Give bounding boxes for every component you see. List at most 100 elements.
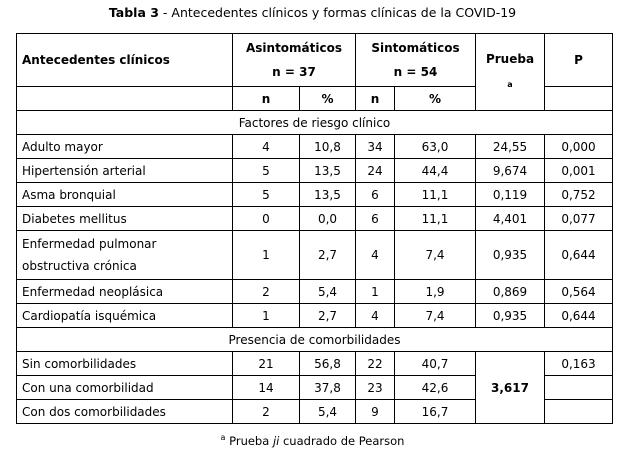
header-asintomaticos-n: n = 37 [272, 65, 316, 79]
sintomaticos-n: 22 [355, 351, 395, 376]
row-label: Asma bronquial [16, 182, 233, 207]
subheader-a-pct: % [299, 86, 356, 111]
footnote-pre: Prueba [225, 433, 273, 448]
sintomaticos-pct: 63,0 [394, 134, 476, 159]
sintomaticos-n: 6 [355, 182, 395, 207]
sintomaticos-pct: 7,4 [394, 230, 476, 280]
sintomaticos-pct: 7,4 [394, 303, 476, 328]
table-row: Con dos comorbilidades 2 5,4 9 16,7 [16, 399, 613, 424]
asintomaticos-n: 0 [232, 206, 300, 231]
sintomaticos-n: 23 [355, 375, 395, 400]
asintomaticos-n: 21 [232, 351, 300, 376]
asintomaticos-pct: 13,5 [299, 182, 356, 207]
header-antecedentes: Antecedentes clínicos [16, 33, 233, 87]
row-label: Enfermedad neoplásica [16, 279, 233, 304]
row-label: Sin comorbilidades [16, 351, 233, 376]
prueba-value: 0,869 [475, 279, 545, 304]
section-label: Factores de riesgo clínico [16, 110, 613, 135]
row-label: Hipertensión arterial [16, 158, 233, 183]
table-row: Enfermedad pulmonar obstructiva crónica 1… [16, 230, 613, 280]
sintomaticos-pct: 11,1 [394, 182, 476, 207]
sintomaticos-pct: 44,4 [394, 158, 476, 183]
footnote-sup: a [220, 433, 226, 442]
sintomaticos-pct: 40,7 [394, 351, 476, 376]
asintomaticos-n: 5 [232, 182, 300, 207]
asintomaticos-pct: 2,7 [299, 303, 356, 328]
p-value [544, 399, 613, 424]
header-p: P [544, 33, 613, 87]
prueba-value: 3,617 [475, 351, 545, 424]
sintomaticos-n: 4 [355, 230, 395, 280]
header-sintomaticos-label: Sintomáticos [371, 41, 460, 55]
sintomaticos-pct: 1,9 [394, 279, 476, 304]
subheader-empty [16, 86, 233, 111]
p-value: 0,163 [544, 351, 613, 376]
table-row: Sin comorbilidades 21 56,8 22 40,7 3,617 0,163 [16, 351, 613, 424]
sintomaticos-n: 1 [355, 279, 395, 304]
prueba-value: 0,119 [475, 182, 545, 207]
header-prueba-label: Prueba [485, 52, 535, 66]
asintomaticos-n: 14 [232, 375, 300, 400]
sintomaticos-n: 9 [355, 399, 395, 424]
asintomaticos-pct: 5,4 [299, 399, 356, 424]
asintomaticos-pct: 5,4 [299, 279, 356, 304]
section-row: Factores de riesgo clínico [16, 110, 613, 135]
prueba-value: 9,674 [475, 158, 545, 183]
row-label: Diabetes mellitus [16, 206, 233, 231]
prueba-value: 0,935 [475, 303, 545, 328]
sintomaticos-n: 34 [355, 134, 395, 159]
sintomaticos-pct: 16,7 [394, 399, 476, 424]
table-number: Tabla 3 [108, 5, 159, 20]
p-value: 0,001 [544, 158, 613, 183]
prueba-value: 0,935 [475, 230, 545, 280]
row-label: Enfermedad pulmonar obstructiva crónica [16, 230, 233, 280]
asintomaticos-pct: 0,0 [299, 206, 356, 231]
asintomaticos-pct: 56,8 [299, 351, 356, 376]
row-label: Con dos comorbilidades [16, 399, 233, 424]
sintomaticos-pct: 42,6 [394, 375, 476, 400]
footnote-em: ji [272, 433, 280, 448]
p-value: 0,644 [544, 230, 613, 280]
row-label: Adulto mayor [16, 134, 233, 159]
asintomaticos-pct: 13,5 [299, 158, 356, 183]
asintomaticos-n: 2 [232, 279, 300, 304]
table-row: Diabetes mellitus 0 0,0 6 11,1 4,401 0,077 [16, 206, 613, 231]
table-row: Con una comorbilidad 14 37,8 23 42,6 [16, 375, 613, 400]
header-sintomaticos-n: n = 54 [393, 65, 438, 79]
header-prueba-sup: a [507, 80, 513, 89]
asintomaticos-pct: 37,8 [299, 375, 356, 400]
sintomaticos-n: 4 [355, 303, 395, 328]
asintomaticos-n: 1 [232, 230, 300, 280]
table-row: Adulto mayor 4 10,8 34 63,0 24,55 0,000 [16, 134, 613, 159]
header-asintomaticos: Asintomáticos n = 37 [232, 33, 356, 87]
asintomaticos-n: 4 [232, 134, 300, 159]
p-value: 0,644 [544, 303, 613, 328]
asintomaticos-pct: 10,8 [299, 134, 356, 159]
row-label: Con una comorbilidad [16, 375, 233, 400]
table-caption: - Antecedentes clínicos y formas clínica… [158, 5, 517, 20]
table-row: Cardiopatía isquémica 1 2,7 4 7,4 0,935 0,644 [16, 303, 613, 328]
asintomaticos-n: 2 [232, 399, 300, 424]
footnote-post: cuadrado de Pearson [279, 433, 405, 448]
subheader-s-n: n [355, 86, 395, 111]
table-row: Enfermedad neoplásica 2 5,4 1 1,9 0,869 0,564 [16, 279, 613, 304]
data-table: Antecedentes clínicos Asintomáticos n = 3… [16, 33, 613, 424]
p-value: 0,752 [544, 182, 613, 207]
table-title: Tabla 3 - Antecedentes clínicos y formas… [0, 5, 625, 20]
row-label: Cardiopatía isquémica [16, 303, 233, 328]
subheader-a-n: n [232, 86, 300, 111]
header-row: Antecedentes clínicos Asintomáticos n = 3… [16, 33, 613, 111]
header-prueba: Prueba a [475, 33, 545, 111]
table-row: Asma bronquial 5 13,5 6 11,1 0,119 0,752 [16, 182, 613, 207]
p-value: 0,564 [544, 279, 613, 304]
table-row: Hipertensión arterial 5 13,5 24 44,4 9,674 0,0… [16, 158, 613, 183]
footnote: a Prueba ji cuadrado de Pearson [0, 433, 625, 448]
asintomaticos-n: 5 [232, 158, 300, 183]
p-value [544, 375, 613, 400]
sintomaticos-pct: 11,1 [394, 206, 476, 231]
section-row: Presencia de comorbilidades [16, 327, 613, 352]
sintomaticos-n: 24 [355, 158, 395, 183]
sintomaticos-n: 6 [355, 206, 395, 231]
p-value: 0,000 [544, 134, 613, 159]
asintomaticos-n: 1 [232, 303, 300, 328]
